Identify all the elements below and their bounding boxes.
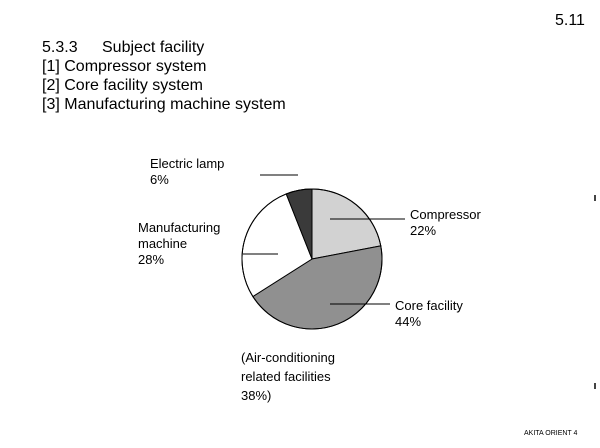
slice-label-compressor: Compressor 22% [410,207,481,238]
edge-mark [594,383,596,389]
section-number: 5.3.3 [42,39,78,56]
air-conditioning-annotation: (Air-conditioning related facilities 38%) [241,350,335,403]
footer-label: AKITA ORIENT 4 [524,430,578,437]
slice-label-core-facility: Core facility 44% [395,298,463,329]
section-title: Subject facility [102,39,205,56]
list-item-compressor-system: [1] Compressor system [42,58,207,75]
list-item-manufacturing-machine-system: [3] Manufacturing machine system [42,96,286,113]
list-item-core-facility-system: [2] Core facility system [42,77,203,94]
slice-label-manufacturing: Manufacturing machine 28% [138,220,220,267]
section-heading: 5.3.3 Subject facility [1] Compressor sys… [42,38,286,114]
pie-outline [241,188,383,330]
slice-label-electric-lamp: Electric lamp 6% [150,156,224,187]
page-number: 5.11 [555,12,585,29]
section-title-row: 5.3.3 Subject facility [42,38,286,57]
edge-mark [594,195,596,201]
